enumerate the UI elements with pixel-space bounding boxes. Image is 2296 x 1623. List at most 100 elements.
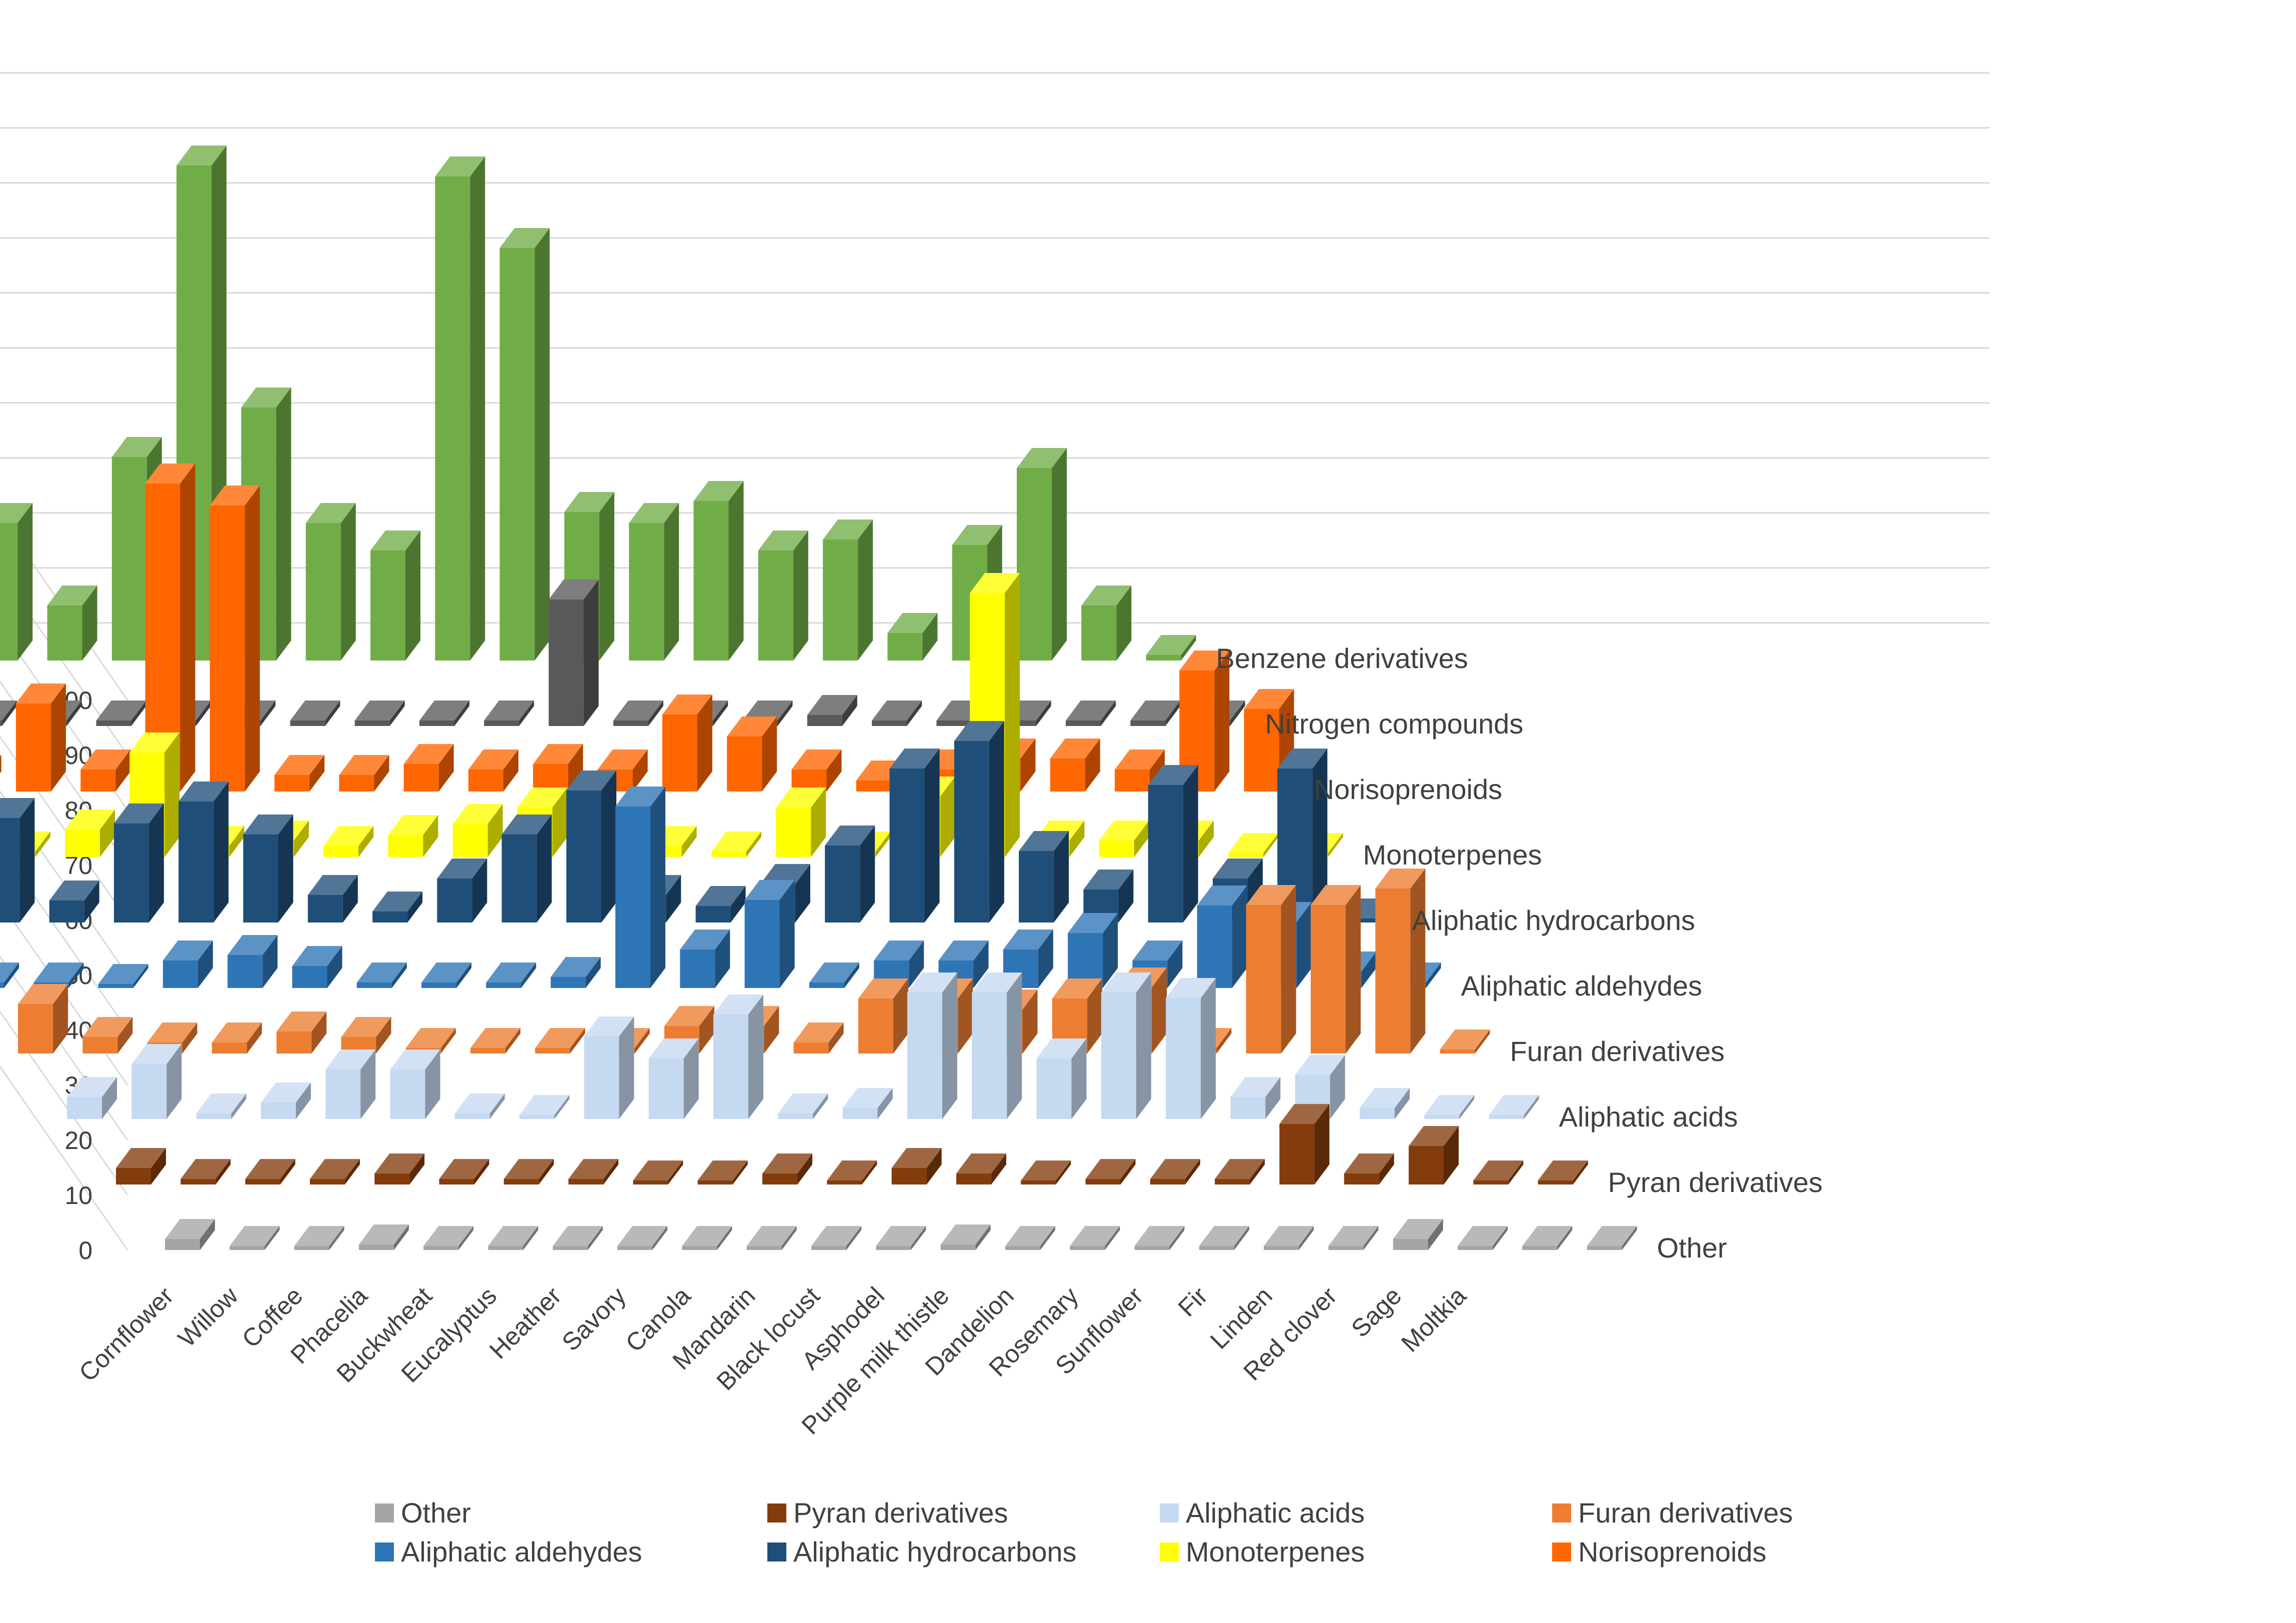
- bar-front-face: [49, 900, 84, 922]
- bar: [1375, 868, 1426, 1054]
- legend-swatch: [767, 1504, 786, 1522]
- bar-side-face: [922, 613, 938, 660]
- bar-top-face: [629, 503, 679, 523]
- bar: [1409, 1126, 1459, 1184]
- bar-top-face: [1132, 940, 1183, 960]
- bar-side-face: [246, 1022, 262, 1054]
- bar-side-face: [875, 832, 891, 857]
- bar-side-face: [1297, 902, 1312, 988]
- bar-top-face: [891, 1148, 942, 1168]
- bar-top-face: [568, 1159, 619, 1179]
- bar-front-face: [227, 955, 263, 988]
- bar-front-face: [954, 741, 989, 922]
- bar-side-face: [1508, 1160, 1524, 1184]
- bar-front-face: [145, 484, 180, 792]
- bar-side-face: [1165, 700, 1181, 726]
- bar-side-face: [1232, 886, 1247, 988]
- bar-top-face: [956, 1154, 1006, 1174]
- bar: [1538, 1160, 1588, 1184]
- legend-label: Aliphatic hydrocarbons: [793, 1536, 1077, 1568]
- bar-front-face: [18, 1004, 53, 1054]
- bar-top-face: [116, 1148, 166, 1168]
- bar-top-face: [952, 525, 1002, 545]
- bar-top-face: [1166, 978, 1216, 998]
- bar-top-face: [503, 1159, 554, 1179]
- bar: [1277, 748, 1328, 922]
- bar-front-face: [1344, 1174, 1379, 1184]
- bar-top-face: [80, 750, 131, 770]
- bar-front-face: [533, 764, 568, 792]
- bar-top-face: [276, 1012, 327, 1032]
- bar-front-face: [180, 1179, 216, 1184]
- bar-side-face: [1410, 868, 1426, 1054]
- bar-top-face: [229, 1226, 280, 1246]
- bar-front-face: [584, 1036, 619, 1119]
- bar: [403, 744, 454, 792]
- legend-item: Furan derivatives: [1552, 1497, 1793, 1528]
- bar-front-face: [358, 1244, 394, 1250]
- y-tick-label: 20: [64, 1126, 92, 1154]
- bar-front-face: [1360, 1108, 1395, 1119]
- bar-top-face: [1070, 1226, 1120, 1246]
- bar-side-face: [862, 1160, 877, 1184]
- bar: [584, 1016, 634, 1119]
- bar-side-face: [826, 750, 842, 792]
- legend-label: Norisoprenoids: [1578, 1536, 1767, 1568]
- bar: [1134, 1226, 1185, 1250]
- bar-front-face: [1393, 1239, 1428, 1250]
- bar-top-face: [0, 503, 33, 523]
- bar: [116, 1148, 166, 1184]
- bar-top-face: [1050, 738, 1100, 758]
- bar: [96, 700, 146, 726]
- bar: [1166, 978, 1216, 1119]
- bar-top-face: [858, 978, 908, 998]
- bar-top-face: [695, 886, 746, 906]
- bar: [484, 700, 534, 726]
- bar-side-face: [1330, 1055, 1345, 1119]
- bar: [662, 694, 712, 792]
- bar-side-face: [585, 957, 601, 988]
- bar-front-face: [1081, 606, 1117, 660]
- bar: [18, 984, 68, 1054]
- bar: [196, 1094, 246, 1119]
- bar-side-face: [1459, 1095, 1475, 1119]
- bar: [889, 748, 940, 922]
- bar: [1328, 1226, 1379, 1250]
- bar-top-face: [693, 481, 744, 501]
- bar-side-face: [940, 776, 955, 857]
- bar-side-face: [50, 684, 66, 792]
- bar-side-face: [909, 940, 924, 988]
- bar-side-face: [907, 700, 922, 726]
- bar: [809, 962, 859, 988]
- bar-front-face: [131, 1064, 167, 1119]
- bar-front-face: [0, 523, 18, 660]
- bar-top-face: [697, 1160, 748, 1180]
- bar-side-face: [425, 1050, 440, 1119]
- bar-top-face: [1311, 885, 1361, 905]
- bar: [227, 935, 278, 988]
- bar-side-face: [730, 886, 746, 922]
- legend-item: Aliphatic aldehydes: [375, 1536, 642, 1568]
- bar-side-face: [1116, 586, 1132, 660]
- bar-front-face: [292, 966, 327, 988]
- bar-front-face: [1070, 1246, 1105, 1250]
- bar-top-face: [1019, 831, 1069, 851]
- bar-front-face: [711, 852, 746, 857]
- bar-top-face: [1130, 700, 1181, 720]
- bar-side-face: [1379, 1154, 1394, 1184]
- bar-side-face: [325, 700, 340, 726]
- category-label: Cornflower: [73, 1282, 179, 1387]
- bar: [823, 520, 873, 660]
- bar-front-face: [1228, 853, 1264, 857]
- bar: [552, 1226, 603, 1250]
- bar-top-face: [680, 930, 730, 950]
- bar-top-face: [564, 492, 614, 512]
- bar: [1228, 833, 1279, 857]
- bar-front-face: [1068, 933, 1103, 988]
- bar-top-face: [1473, 1160, 1524, 1180]
- bar-top-face: [211, 1022, 262, 1042]
- bar-top-face: [67, 1077, 117, 1097]
- bar-front-face: [243, 834, 278, 922]
- bar: [1587, 1226, 1637, 1250]
